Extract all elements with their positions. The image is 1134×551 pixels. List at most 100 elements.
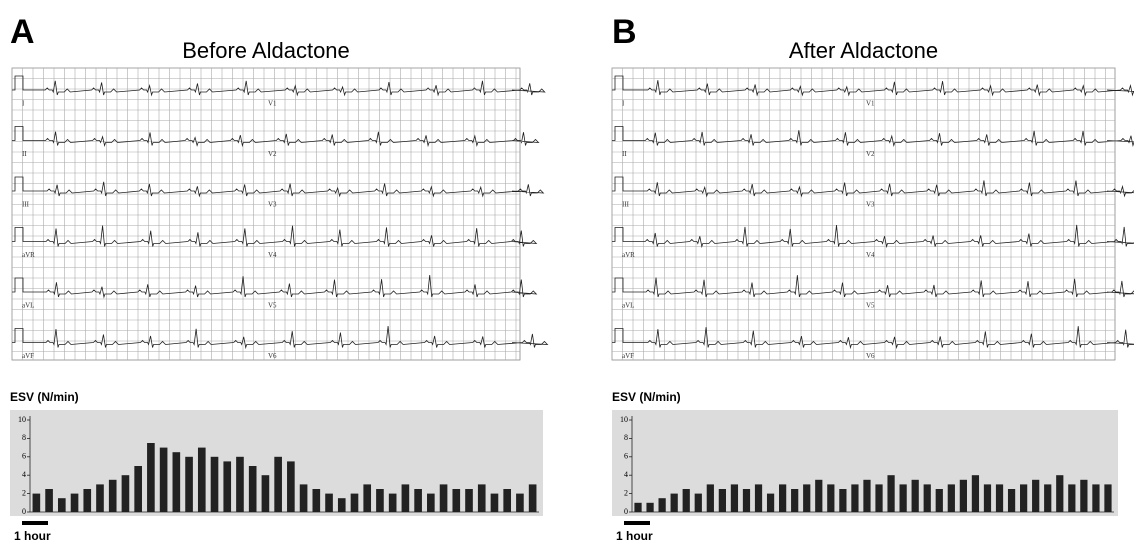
esv-bar xyxy=(45,489,53,512)
panel-title: After Aldactone xyxy=(789,38,938,63)
esv-bar xyxy=(528,484,537,512)
esv-bar xyxy=(899,484,907,512)
esv-bar xyxy=(875,484,883,512)
lead-label: III xyxy=(622,201,630,209)
esv-bar xyxy=(923,484,931,512)
esv-bar xyxy=(32,493,41,512)
y-tick-label: 8 xyxy=(624,433,628,442)
lead-label: I xyxy=(622,100,625,108)
esv-bar xyxy=(766,493,775,512)
lead-label: aVR xyxy=(622,251,635,259)
esv-bar xyxy=(503,489,512,512)
y-tick-label: 0 xyxy=(624,507,628,516)
esv-bar xyxy=(694,493,702,512)
esv-bar xyxy=(742,489,751,512)
ecg-paper xyxy=(11,67,521,361)
esv-bar xyxy=(210,456,219,512)
lead-label: I xyxy=(22,100,25,108)
esv-bar xyxy=(706,484,714,512)
esv-bar xyxy=(223,461,232,512)
esv-bar xyxy=(57,498,66,512)
lead-label: V4 xyxy=(268,251,277,259)
esv-bar xyxy=(248,466,257,512)
esv-bar xyxy=(839,489,847,512)
ecg-trace xyxy=(12,126,540,148)
ecg-trace xyxy=(12,75,546,97)
esv-bar xyxy=(121,475,130,512)
esv-bar xyxy=(261,475,270,512)
panel-letter: B xyxy=(612,13,637,51)
esv-bar xyxy=(108,479,117,512)
esv-bar xyxy=(350,493,359,512)
esv-bar xyxy=(730,484,739,512)
esv-bar xyxy=(465,489,473,512)
esv-bar xyxy=(1092,484,1100,512)
scale-bar xyxy=(22,521,48,525)
y-tick-label: 0 xyxy=(22,507,26,516)
esv-bar xyxy=(185,456,193,512)
lead-label: aVL xyxy=(622,302,634,310)
esv-bar xyxy=(1068,484,1076,512)
ecg-trace xyxy=(612,75,1134,97)
lead-label: aVF xyxy=(22,352,34,360)
esv-bar xyxy=(236,456,244,512)
scale-bar xyxy=(624,521,650,525)
esv-bar xyxy=(1056,475,1064,512)
lead-label: aVL xyxy=(22,302,34,310)
ecg-trace xyxy=(12,176,545,198)
esv-bar xyxy=(863,479,871,512)
lead-label: V2 xyxy=(268,150,277,158)
y-tick-label: 4 xyxy=(624,470,628,479)
lead-label: V5 xyxy=(268,302,277,310)
scale-label: 1 hour xyxy=(616,529,653,543)
esv-bar xyxy=(337,498,346,512)
esv-bar xyxy=(971,475,980,512)
esv-label: ESV (N/min) xyxy=(612,390,681,404)
esv-bar xyxy=(70,493,79,512)
esv-bar xyxy=(516,493,524,512)
lead-label: V4 xyxy=(866,251,875,259)
ecg-trace xyxy=(612,176,1134,198)
esv-bar xyxy=(670,493,678,512)
esv-bar xyxy=(947,484,955,512)
esv-bar xyxy=(718,489,726,512)
y-tick-label: 4 xyxy=(22,470,26,479)
lead-label: V3 xyxy=(268,201,277,209)
esv-bar xyxy=(299,484,308,512)
esv-label: ESV (N/min) xyxy=(10,390,79,404)
esv-bar xyxy=(287,461,295,512)
ecg-trace xyxy=(612,224,1134,249)
esv-bar xyxy=(779,484,787,512)
lead-label: V1 xyxy=(268,100,277,108)
lead-label: V1 xyxy=(866,100,875,108)
esv-bar xyxy=(1007,489,1016,512)
esv-bar xyxy=(312,489,321,512)
esv-bar xyxy=(959,479,967,512)
esv-bar xyxy=(1020,484,1028,512)
esv-bar xyxy=(815,479,823,512)
ecg-trace xyxy=(612,126,1134,148)
esv-bar xyxy=(1104,484,1112,512)
esv-bar xyxy=(427,493,435,512)
ecg-trace xyxy=(12,275,538,299)
esv-bar xyxy=(658,498,666,512)
y-tick-label: 6 xyxy=(22,452,26,461)
esv-bar xyxy=(682,489,690,512)
esv-bar xyxy=(159,447,168,512)
esv-bar xyxy=(754,484,763,512)
lead-label: V6 xyxy=(866,352,875,360)
esv-bar xyxy=(147,443,155,512)
esv-bar xyxy=(851,484,859,512)
esv-bar xyxy=(634,502,642,512)
lead-label: V2 xyxy=(866,150,875,158)
esv-bar xyxy=(803,484,811,512)
lead-label: V6 xyxy=(268,352,277,360)
esv-bar xyxy=(439,484,448,512)
scale-label: 1 hour xyxy=(14,529,51,543)
esv-bar xyxy=(363,484,372,512)
esv-bar xyxy=(887,475,895,512)
ecg-trace xyxy=(12,225,538,247)
lead-label: V3 xyxy=(866,201,875,209)
lead-label: III xyxy=(22,201,30,209)
